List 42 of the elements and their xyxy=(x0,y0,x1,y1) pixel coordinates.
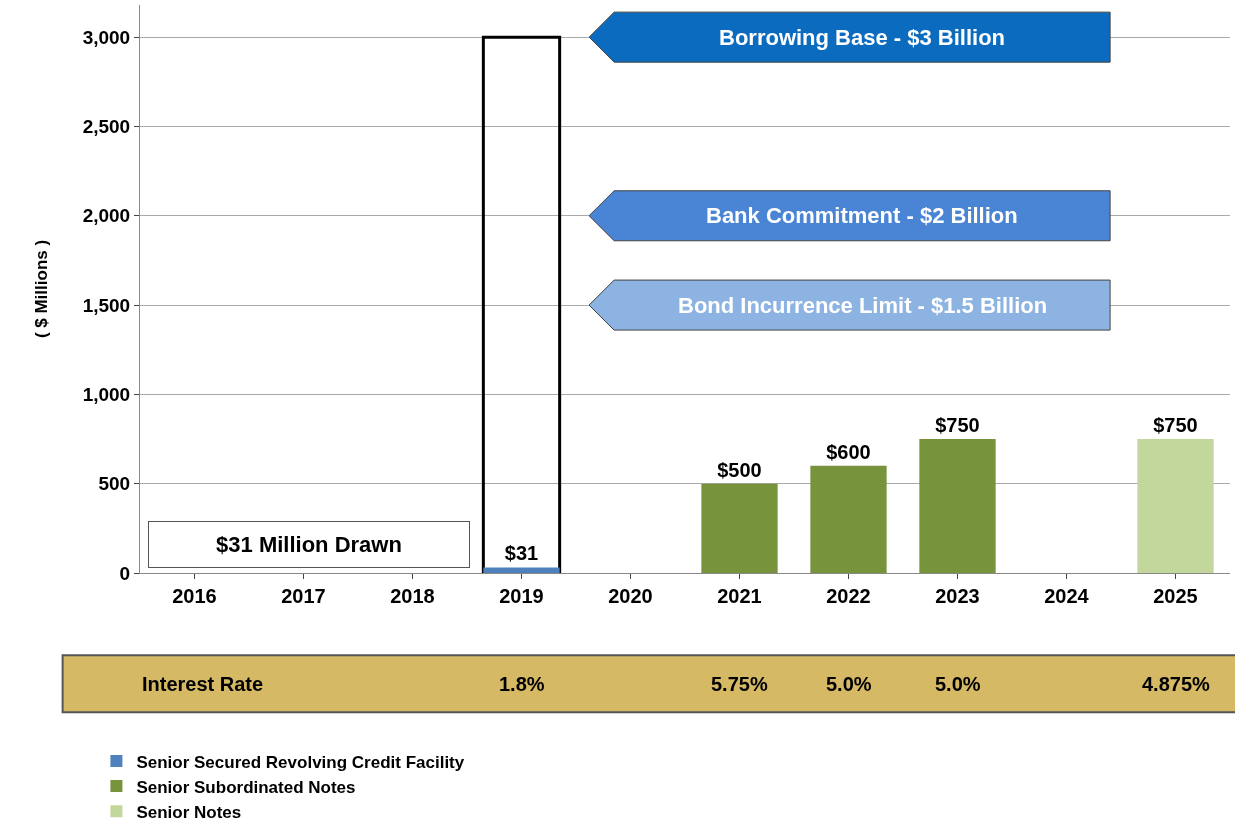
x-tick-label: 2018 xyxy=(390,585,435,607)
text: 5.75% xyxy=(711,673,768,695)
x-tick-label: 2017 xyxy=(281,585,326,607)
y-tick-label: 500 xyxy=(98,473,131,495)
data-label: $500 xyxy=(717,458,762,481)
x-tick-label: 2024 xyxy=(1044,585,1090,607)
data-label: $31 xyxy=(504,542,539,565)
legend-label: Senior Secured Revolving Credit Facility xyxy=(136,752,465,772)
band-label: Bond Incurrence Limit - $1.5 Billion xyxy=(678,293,1048,318)
bar xyxy=(483,567,560,573)
y-tick-label: 1,500 xyxy=(82,294,131,316)
x-tick-label: 2025 xyxy=(1153,585,1198,607)
data-label: $750 xyxy=(1153,414,1198,437)
x-tick-label: 2020 xyxy=(608,585,653,607)
text: 1.8% xyxy=(499,673,545,695)
data-label: $600 xyxy=(826,440,871,463)
text: Interest Rate xyxy=(142,673,264,695)
y-tick-label: 2,500 xyxy=(82,116,131,138)
y-tick-label: 2,000 xyxy=(82,205,131,227)
x-tick-label: 2023 xyxy=(935,585,980,607)
bar xyxy=(810,465,887,573)
x-tick-label: 2021 xyxy=(717,585,762,607)
x-tick-label: 2022 xyxy=(826,585,871,607)
y-tick-label: 3,000 xyxy=(82,26,131,48)
annotation: $31 Million Drawn xyxy=(216,532,402,557)
band-label: Borrowing Base - $3 Billion xyxy=(719,25,1006,50)
bar xyxy=(701,483,778,573)
text: 5.0% xyxy=(935,673,981,695)
text: 4.875% xyxy=(1142,673,1211,695)
y-tick-label: 1,000 xyxy=(82,384,131,406)
legend-label: Senior Notes xyxy=(136,802,242,822)
bar xyxy=(919,439,996,573)
y-axis-title: ( $ Millions ) xyxy=(32,239,52,339)
text: 5.0% xyxy=(826,673,872,695)
band-label: Bank Commitment - $2 Billion xyxy=(706,203,1018,228)
y-tick-label: 0 xyxy=(119,562,131,584)
legend-label: Senior Subordinated Notes xyxy=(136,777,356,797)
bar xyxy=(481,35,562,573)
x-tick-label: 2019 xyxy=(499,585,544,607)
data-label: $750 xyxy=(935,414,980,437)
x-tick-label: 2016 xyxy=(172,585,217,607)
bar xyxy=(1137,439,1214,573)
